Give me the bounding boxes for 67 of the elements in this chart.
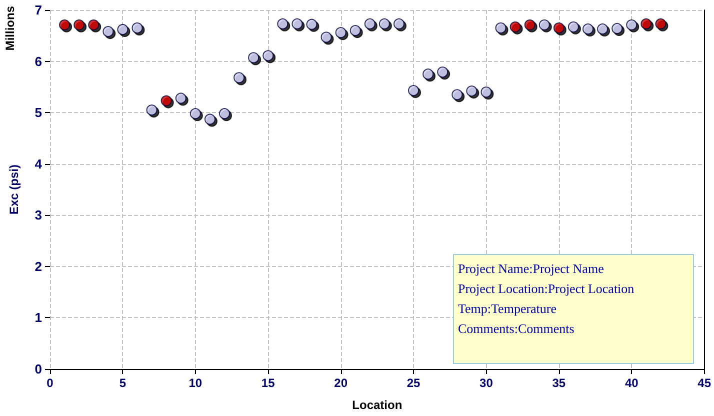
y-tick-label: 4 bbox=[34, 156, 43, 172]
x-tick-label: 10 bbox=[188, 376, 202, 390]
point bbox=[655, 18, 666, 30]
x-tick-label: 15 bbox=[261, 376, 276, 390]
point bbox=[378, 18, 390, 30]
x-tick-label: 35 bbox=[552, 376, 566, 390]
x-tick-label: 20 bbox=[334, 376, 348, 390]
point bbox=[335, 27, 346, 38]
point bbox=[582, 23, 594, 34]
point bbox=[393, 18, 404, 30]
y-tick-label: 0 bbox=[34, 362, 42, 376]
point bbox=[102, 26, 114, 38]
point bbox=[480, 86, 492, 98]
x-tick-label: 45 bbox=[698, 376, 712, 390]
annotation: Comments:Comments bbox=[458, 320, 576, 338]
x-tick-label: 40 bbox=[624, 376, 639, 390]
point bbox=[466, 86, 478, 97]
point bbox=[160, 95, 172, 106]
y-axis-title: Exc (psi) bbox=[7, 164, 21, 215]
point bbox=[248, 52, 260, 64]
x-tick-label: 25 bbox=[406, 376, 421, 390]
point bbox=[612, 22, 623, 34]
point bbox=[190, 108, 201, 120]
point bbox=[422, 68, 434, 80]
x-tick-label: 30 bbox=[480, 376, 494, 390]
y-tick-label: 7 bbox=[34, 2, 42, 18]
point bbox=[640, 18, 652, 30]
point bbox=[146, 104, 158, 116]
point bbox=[88, 19, 100, 30]
y-tick-label: 2 bbox=[34, 258, 42, 274]
x-axis-title: Location bbox=[352, 398, 402, 412]
x-tick-label: 5 bbox=[119, 376, 126, 390]
point bbox=[175, 92, 186, 104]
annotation: Project Name:Project Name bbox=[458, 260, 605, 278]
point bbox=[568, 21, 579, 32]
point bbox=[292, 18, 303, 30]
point bbox=[262, 50, 274, 62]
y-tick-label: 3 bbox=[34, 208, 42, 223]
point bbox=[510, 21, 521, 32]
point bbox=[132, 22, 143, 34]
point bbox=[495, 22, 506, 34]
point bbox=[553, 22, 564, 34]
point bbox=[364, 18, 376, 30]
point bbox=[538, 19, 550, 30]
point bbox=[306, 18, 318, 30]
point bbox=[597, 23, 608, 34]
text: Millions bbox=[3, 6, 17, 51]
y-tick-label: 1 bbox=[34, 310, 42, 326]
y-tick-label: 6 bbox=[34, 54, 42, 69]
x-tick-label: 0 bbox=[46, 376, 54, 390]
point bbox=[437, 66, 448, 78]
annotation: Project Location:Project Location bbox=[458, 280, 636, 298]
point bbox=[277, 18, 288, 30]
point bbox=[350, 25, 361, 36]
point bbox=[234, 72, 245, 84]
point bbox=[204, 114, 216, 125]
point bbox=[74, 19, 85, 30]
point bbox=[452, 89, 463, 100]
point bbox=[524, 19, 536, 30]
point bbox=[218, 108, 230, 120]
point bbox=[626, 19, 638, 30]
annotation: Temp:Temperature bbox=[458, 300, 558, 318]
point bbox=[59, 19, 70, 30]
y-tick-label: 5 bbox=[34, 105, 42, 120]
point bbox=[408, 85, 420, 96]
point bbox=[320, 32, 332, 43]
point bbox=[117, 24, 128, 35]
